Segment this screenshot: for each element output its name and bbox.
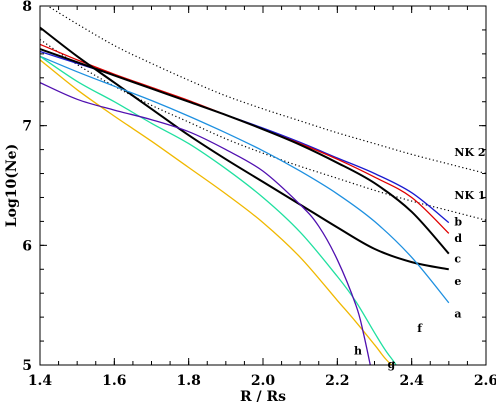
x-tick-label: 1.8 bbox=[176, 373, 200, 389]
y-axis-title: Log10(Ne) bbox=[4, 144, 20, 227]
curve-label: g bbox=[388, 358, 396, 371]
x-tick-label: 2.0 bbox=[251, 373, 276, 389]
curve-label: e bbox=[454, 275, 461, 288]
series-line-e bbox=[40, 26, 449, 271]
curve-label: a bbox=[454, 308, 461, 321]
curve-label: d bbox=[454, 232, 462, 245]
labels-layer: 1.4 1.6 1.8 2.0 2.2 2.4 2.6 5 6 7 8 bbox=[22, 0, 496, 389]
curve-label: b bbox=[454, 215, 462, 228]
series-line-a bbox=[40, 55, 450, 304]
series-line-b bbox=[40, 50, 450, 224]
series-line-nk2 bbox=[46, 6, 486, 175]
series-line-g bbox=[40, 59, 393, 365]
curve-label: h bbox=[354, 345, 362, 358]
x-tick-label: 2.6 bbox=[474, 373, 496, 389]
y-tick-label: 8 bbox=[22, 0, 32, 15]
y-tick-label: 7 bbox=[22, 119, 32, 135]
x-tick-label: 1.6 bbox=[102, 373, 126, 389]
x-axis-title: R / Rs bbox=[240, 389, 286, 404]
series-line-h bbox=[40, 82, 371, 365]
x-tick-label: 2.4 bbox=[399, 373, 424, 389]
curve-label: NK 2 bbox=[454, 146, 485, 159]
series-line-c bbox=[40, 48, 450, 255]
curve-label: NK 1 bbox=[454, 189, 485, 202]
plot-frame bbox=[39, 5, 487, 366]
x-tick-label: 2.2 bbox=[325, 373, 349, 389]
ticks-layer bbox=[39, 5, 487, 366]
curve-label: f bbox=[417, 322, 423, 335]
curve-label: c bbox=[454, 252, 461, 265]
series-line-f bbox=[40, 55, 397, 365]
series-layer bbox=[40, 6, 486, 365]
y-tick-label: 5 bbox=[22, 358, 32, 374]
y-tick-label: 6 bbox=[22, 238, 32, 254]
x-tick-label: 1.4 bbox=[28, 373, 53, 389]
